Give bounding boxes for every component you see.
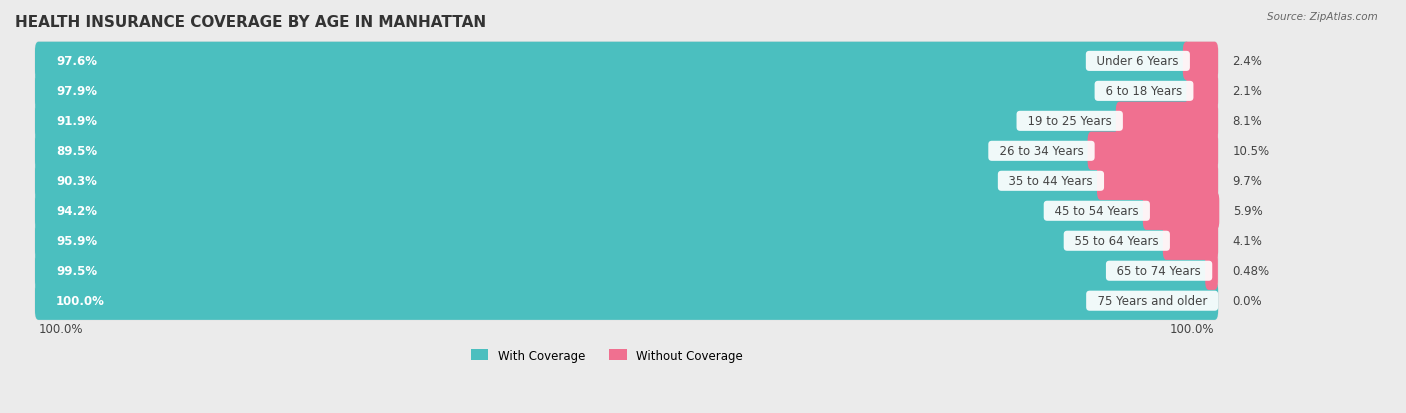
Text: 5.9%: 5.9%: [1233, 205, 1263, 218]
Legend: With Coverage, Without Coverage: With Coverage, Without Coverage: [465, 344, 748, 367]
FancyBboxPatch shape: [35, 43, 1189, 81]
FancyBboxPatch shape: [35, 192, 1218, 230]
Text: 99.5%: 99.5%: [56, 265, 97, 278]
FancyBboxPatch shape: [35, 132, 1218, 171]
FancyBboxPatch shape: [35, 222, 1170, 260]
Text: 0.48%: 0.48%: [1232, 265, 1270, 278]
Text: 6 to 18 Years: 6 to 18 Years: [1098, 85, 1189, 98]
Text: 100.0%: 100.0%: [1170, 322, 1215, 335]
Text: HEALTH INSURANCE COVERAGE BY AGE IN MANHATTAN: HEALTH INSURANCE COVERAGE BY AGE IN MANH…: [15, 15, 486, 30]
FancyBboxPatch shape: [1205, 252, 1218, 290]
FancyBboxPatch shape: [35, 162, 1218, 200]
FancyBboxPatch shape: [1097, 162, 1218, 200]
FancyBboxPatch shape: [1163, 222, 1218, 260]
Text: 26 to 34 Years: 26 to 34 Years: [991, 145, 1091, 158]
Text: 2.1%: 2.1%: [1232, 85, 1263, 98]
Text: 97.9%: 97.9%: [56, 85, 97, 98]
FancyBboxPatch shape: [35, 102, 1218, 141]
FancyBboxPatch shape: [35, 252, 1212, 290]
Text: 2.4%: 2.4%: [1232, 55, 1263, 68]
Text: 97.6%: 97.6%: [56, 55, 97, 68]
FancyBboxPatch shape: [35, 73, 1194, 111]
FancyBboxPatch shape: [1088, 132, 1218, 171]
Text: 19 to 25 Years: 19 to 25 Years: [1021, 115, 1119, 128]
Text: 0.0%: 0.0%: [1232, 294, 1261, 307]
FancyBboxPatch shape: [35, 222, 1218, 260]
Text: 45 to 54 Years: 45 to 54 Years: [1047, 205, 1146, 218]
Text: 100.0%: 100.0%: [38, 322, 83, 335]
Text: 94.2%: 94.2%: [56, 205, 97, 218]
Text: 9.7%: 9.7%: [1232, 175, 1263, 188]
Text: 91.9%: 91.9%: [56, 115, 97, 128]
FancyBboxPatch shape: [35, 192, 1150, 230]
FancyBboxPatch shape: [35, 43, 1218, 81]
FancyBboxPatch shape: [35, 73, 1218, 111]
Text: 4.1%: 4.1%: [1232, 235, 1263, 248]
Text: 35 to 44 Years: 35 to 44 Years: [1001, 175, 1101, 188]
FancyBboxPatch shape: [35, 252, 1218, 290]
FancyBboxPatch shape: [35, 162, 1104, 200]
FancyBboxPatch shape: [35, 282, 1218, 320]
Text: 89.5%: 89.5%: [56, 145, 97, 158]
FancyBboxPatch shape: [1182, 43, 1218, 81]
Text: 55 to 64 Years: 55 to 64 Years: [1067, 235, 1167, 248]
FancyBboxPatch shape: [1116, 102, 1218, 141]
FancyBboxPatch shape: [35, 282, 1218, 320]
FancyBboxPatch shape: [1187, 73, 1218, 111]
Text: 65 to 74 Years: 65 to 74 Years: [1109, 265, 1209, 278]
FancyBboxPatch shape: [35, 132, 1095, 171]
FancyBboxPatch shape: [35, 102, 1123, 141]
Text: 95.9%: 95.9%: [56, 235, 97, 248]
Text: 8.1%: 8.1%: [1232, 115, 1263, 128]
FancyBboxPatch shape: [1143, 192, 1219, 230]
Text: 100.0%: 100.0%: [56, 294, 105, 307]
Text: 90.3%: 90.3%: [56, 175, 97, 188]
Text: Source: ZipAtlas.com: Source: ZipAtlas.com: [1267, 12, 1378, 22]
Text: Under 6 Years: Under 6 Years: [1090, 55, 1187, 68]
Text: 75 Years and older: 75 Years and older: [1090, 294, 1215, 307]
Text: 10.5%: 10.5%: [1232, 145, 1270, 158]
